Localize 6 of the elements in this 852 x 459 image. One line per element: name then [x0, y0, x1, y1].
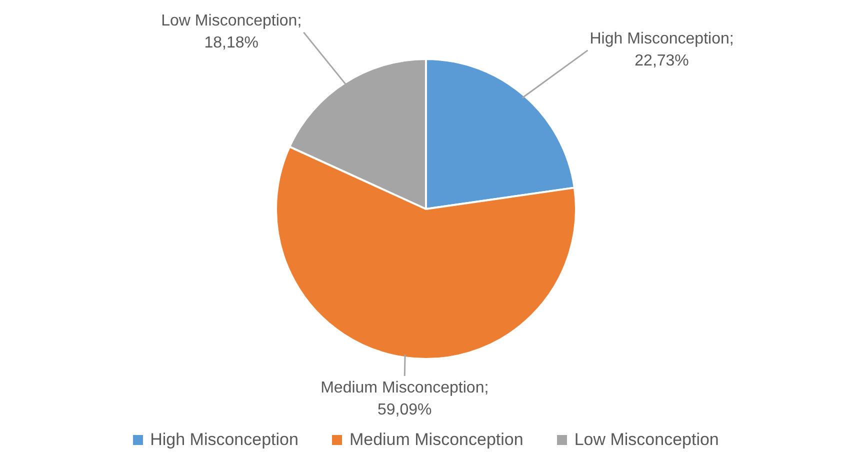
data-label: High Misconception; 22,73% [590, 30, 734, 70]
legend-label: High Misconception [150, 430, 298, 450]
legend-label: Medium Misconception [349, 430, 524, 450]
data-label: Low Misconception; 18,18% [161, 12, 302, 52]
data-label: Medium Misconception; 59,09% [320, 379, 489, 418]
legend-label: Low Misconception [574, 430, 719, 450]
